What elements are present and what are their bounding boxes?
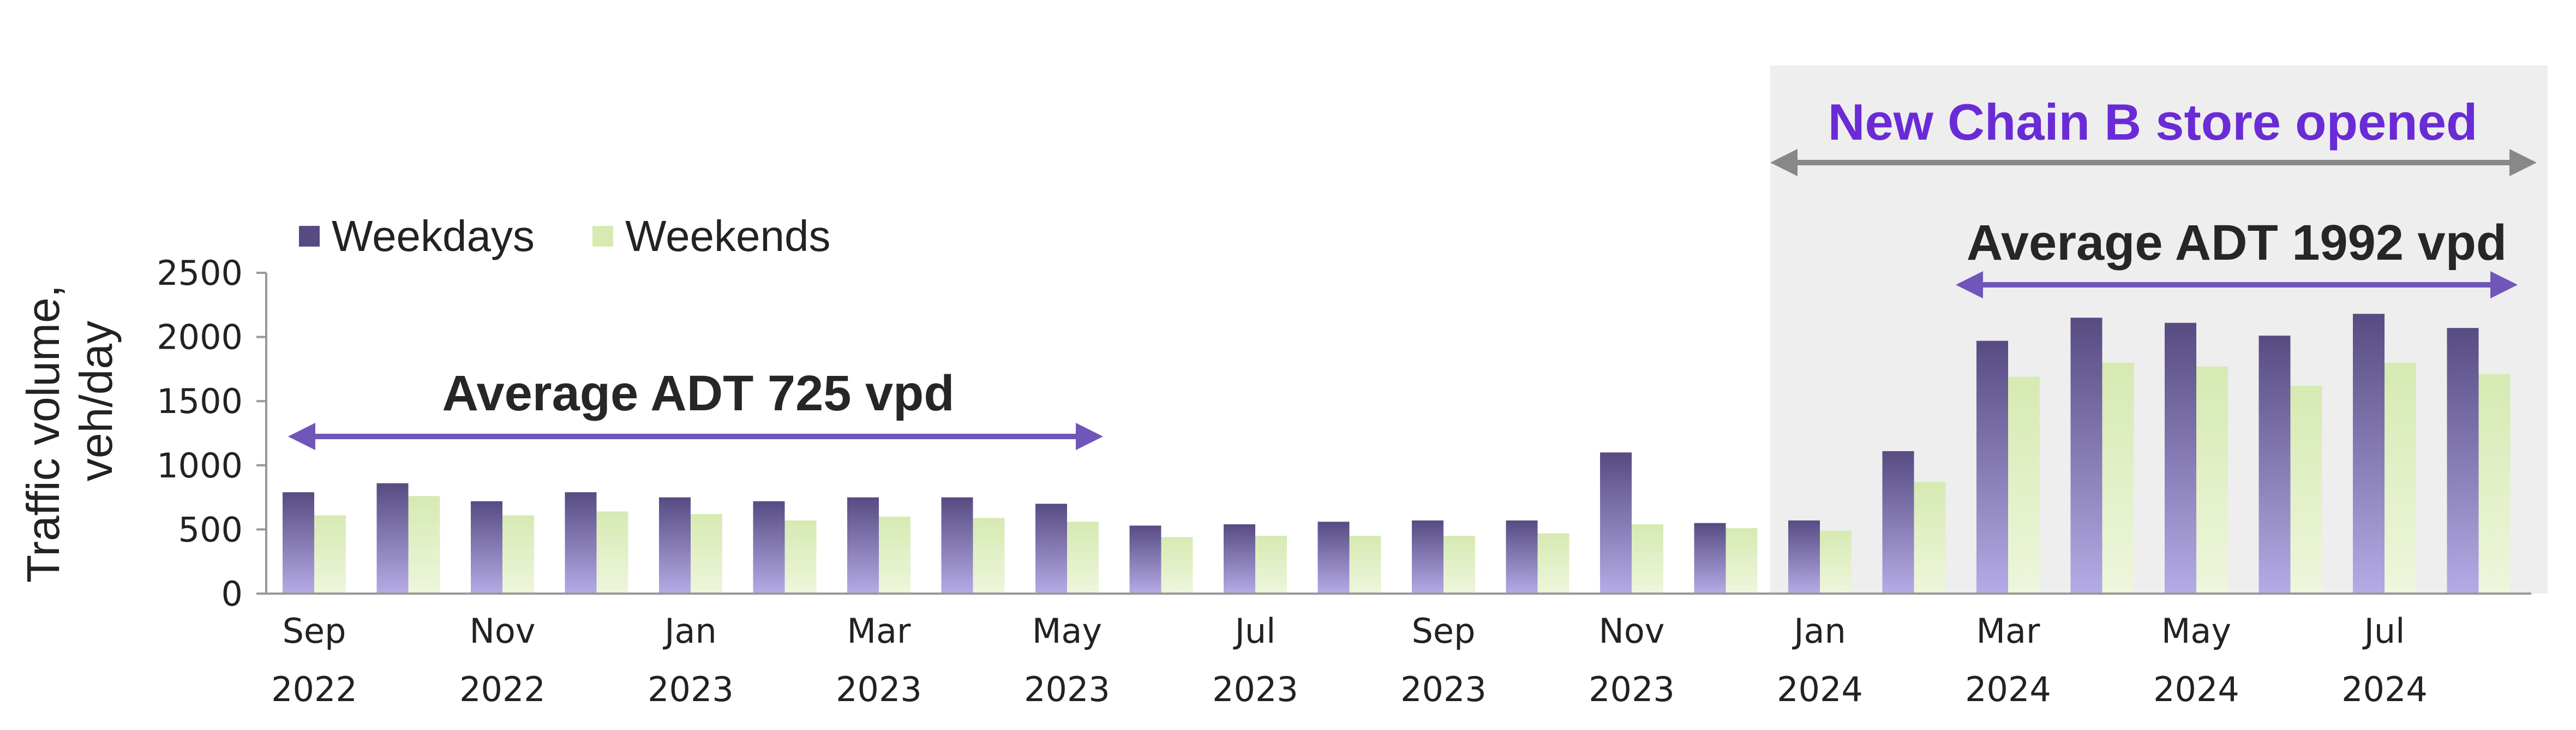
bar-weekends-sep-2023 [1443, 536, 1475, 594]
bar-weekdays-nov-2023 [1600, 452, 1632, 594]
bar-weekends-jul-2024 [2385, 362, 2416, 594]
annotation-before: Average ADT 725 vpd [288, 366, 1103, 450]
annotation-after-text: Average ADT 1992 vpd [1967, 215, 2507, 271]
bar-weekends-feb-2024 [1914, 482, 1946, 594]
bar-weekdays-dec-2022 [565, 492, 597, 594]
bar-weekends-dec-2022 [596, 511, 628, 594]
bar-weekends-jun-2023 [1161, 537, 1193, 594]
bar-weekdays-aug-2024 [2447, 328, 2479, 594]
annotation-after: Average ADT 1992 vpd [1956, 215, 2518, 298]
bar-weekends-may-2024 [2196, 366, 2228, 594]
x-tick-label-month: May [1032, 611, 1102, 651]
bar-weekdays-mar-2024 [1976, 340, 2008, 594]
bar-weekends-oct-2022 [408, 496, 440, 594]
bar-weekdays-jan-2023 [659, 497, 691, 594]
bar-weekends-sep-2022 [314, 515, 346, 594]
y-tick-label: 1500 [157, 381, 243, 421]
x-tick-label-year: 2023 [836, 669, 922, 709]
bar-weekends-aug-2023 [1349, 536, 1381, 594]
y-axis-label-line1: Traffic volume, [17, 285, 69, 583]
bar-weekends-jun-2024 [2290, 385, 2322, 594]
bar-weekdays-oct-2023 [1506, 520, 1538, 594]
annotation-before-text: Average ADT 725 vpd [442, 366, 954, 421]
y-axis-label-line2: veh/day [70, 321, 122, 481]
x-tick-label-month: Mar [847, 611, 911, 651]
x-tick-label-month: Nov [1598, 611, 1664, 651]
bar-weekdays-nov-2022 [471, 501, 502, 594]
legend-label-weekdays: Weekdays [332, 212, 535, 260]
bar-weekends-apr-2024 [2102, 362, 2134, 594]
bar-weekends-nov-2023 [1632, 524, 1663, 594]
bar-weekends-mar-2023 [879, 516, 910, 594]
bar-weekends-apr-2023 [973, 518, 1005, 594]
bar-weekdays-sep-2022 [283, 492, 314, 594]
x-tick-label-year: 2023 [1589, 669, 1675, 709]
bar-weekdays-jul-2024 [2353, 314, 2385, 594]
x-tick-label-month: Jan [662, 611, 717, 651]
bar-weekdays-jun-2024 [2259, 336, 2291, 594]
x-tick-label-month: Sep [283, 611, 346, 651]
bar-weekends-oct-2023 [1537, 533, 1569, 594]
x-tick-label-year: 2022 [271, 669, 357, 709]
y-tick-label: 2500 [157, 253, 243, 293]
x-tick-label-month: Nov [469, 611, 535, 651]
bar-weekends-jan-2024 [1820, 530, 1852, 594]
x-tick-label-month: Mar [1976, 611, 2040, 651]
legend-swatch-weekends [592, 226, 613, 247]
bar-weekdays-sep-2023 [1412, 520, 1443, 594]
bar-weekends-jan-2023 [691, 514, 722, 594]
x-tick-label-year: 2024 [2153, 669, 2239, 709]
x-tick-label-month: Sep [1412, 611, 1476, 651]
bar-weekdays-jul-2023 [1224, 524, 1255, 594]
x-tick-labels: Sep 2022 Nov 2022 Jan 2023 Mar 2023 May 2023 Jul 20… [271, 611, 2428, 709]
x-tick-label-year: 2023 [1024, 669, 1110, 709]
y-tick-labels: 0 500 1000 1500 2000 2500 [157, 253, 266, 614]
x-tick-label-year: 2023 [1212, 669, 1298, 709]
bar-weekends-feb-2023 [784, 520, 817, 594]
y-tick-label: 2000 [157, 318, 243, 357]
bar-weekends-nov-2022 [502, 515, 534, 594]
bars-group [283, 314, 2511, 594]
y-tick-label: 0 [221, 574, 243, 614]
legend-label-weekends: Weekends [625, 212, 831, 260]
x-tick-label-month: Jul [1233, 611, 1276, 651]
bar-weekdays-jan-2024 [1788, 520, 1820, 594]
x-tick-label-year: 2024 [1777, 669, 1863, 709]
x-tick-label-year: 2024 [1965, 669, 2051, 709]
bar-weekdays-may-2024 [2165, 322, 2196, 594]
x-tick-label-month: Jan [1792, 611, 1846, 651]
annotation-store-opened: New Chain B store opened [1770, 93, 2537, 176]
x-tick-label-year: 2023 [1400, 669, 1487, 709]
bar-weekdays-feb-2024 [1882, 451, 1914, 594]
y-tick-label: 1000 [157, 446, 243, 486]
bar-weekends-dec-2023 [1726, 528, 1758, 594]
legend-swatch-weekdays [299, 226, 320, 247]
bar-weekdays-apr-2023 [941, 497, 973, 594]
x-tick-label-year: 2023 [648, 669, 734, 709]
bar-weekdays-jun-2023 [1129, 525, 1161, 594]
x-tick-label-month: May [2161, 611, 2231, 651]
x-tick-label-year: 2022 [459, 669, 546, 709]
bar-weekends-mar-2024 [2008, 376, 2040, 594]
bar-weekdays-may-2023 [1035, 504, 1067, 594]
y-tick-label: 500 [178, 510, 243, 549]
bar-weekdays-mar-2023 [847, 497, 879, 594]
bar-weekdays-feb-2023 [753, 501, 785, 594]
legend: Weekdays Weekends [299, 212, 831, 260]
x-tick-label-year: 2024 [2341, 669, 2428, 709]
bar-weekends-may-2023 [1067, 522, 1099, 594]
bar-weekdays-apr-2024 [2070, 318, 2102, 594]
bar-weekdays-aug-2023 [1317, 522, 1350, 594]
store-opened-text: New Chain B store opened [1828, 93, 2478, 151]
x-tick-label-month: Jul [2362, 611, 2405, 651]
bar-weekends-aug-2024 [2478, 374, 2511, 594]
bar-weekdays-oct-2022 [376, 483, 409, 594]
bar-weekdays-dec-2023 [1694, 523, 1726, 594]
bar-weekends-jul-2023 [1255, 536, 1287, 594]
